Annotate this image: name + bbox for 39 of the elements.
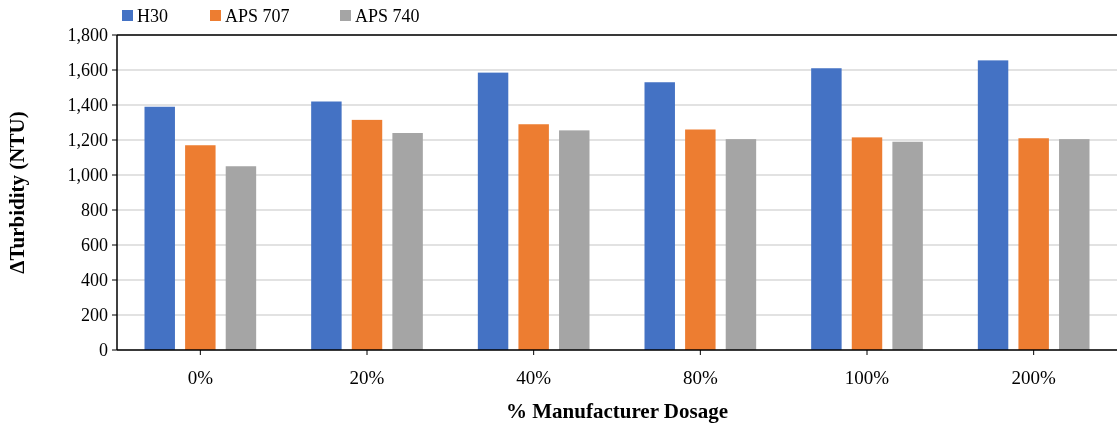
y-tick-label: 1,800 bbox=[67, 25, 108, 46]
y-tick-label: 800 bbox=[81, 200, 108, 221]
x-axis-title: % Manufacturer Dosage bbox=[505, 399, 729, 423]
y-tick-label: 0 bbox=[99, 340, 108, 361]
bar bbox=[144, 106, 175, 350]
legend-label: APS 740 bbox=[355, 6, 420, 26]
y-tick-label: 1,000 bbox=[67, 165, 108, 186]
x-tick-label: 0% bbox=[187, 367, 214, 388]
bar bbox=[892, 141, 923, 350]
bar bbox=[977, 60, 1009, 350]
bar bbox=[1018, 138, 1049, 350]
x-tick-label: 100% bbox=[844, 367, 890, 388]
legend-label: H30 bbox=[137, 6, 168, 26]
bar bbox=[1059, 139, 1090, 350]
y-tick-label: 400 bbox=[81, 270, 108, 291]
bar bbox=[725, 139, 757, 350]
x-tick-label: 200% bbox=[1011, 367, 1056, 388]
bar bbox=[518, 124, 549, 350]
bar bbox=[851, 137, 883, 350]
bar bbox=[811, 68, 842, 350]
bar bbox=[477, 72, 509, 350]
y-tick-label: 1,200 bbox=[67, 130, 108, 151]
x-tick-label: 80% bbox=[682, 367, 718, 388]
bar bbox=[351, 119, 383, 350]
y-axis-title: ΔTurbidity (NTU) bbox=[5, 111, 29, 274]
y-tick-label: 600 bbox=[81, 235, 108, 256]
bar bbox=[225, 166, 257, 350]
bar bbox=[311, 101, 342, 350]
bar bbox=[685, 129, 716, 350]
y-tick-label: 1,400 bbox=[67, 95, 108, 116]
x-tick-label: 40% bbox=[516, 367, 552, 388]
bar bbox=[185, 145, 216, 350]
bar bbox=[559, 130, 590, 350]
x-tick-label: 20% bbox=[349, 367, 385, 388]
legend-label: APS 707 bbox=[225, 6, 290, 26]
y-tick-label: 1,600 bbox=[67, 60, 108, 81]
bar bbox=[644, 82, 675, 350]
y-tick-label: 200 bbox=[81, 305, 108, 326]
bar bbox=[392, 133, 423, 350]
